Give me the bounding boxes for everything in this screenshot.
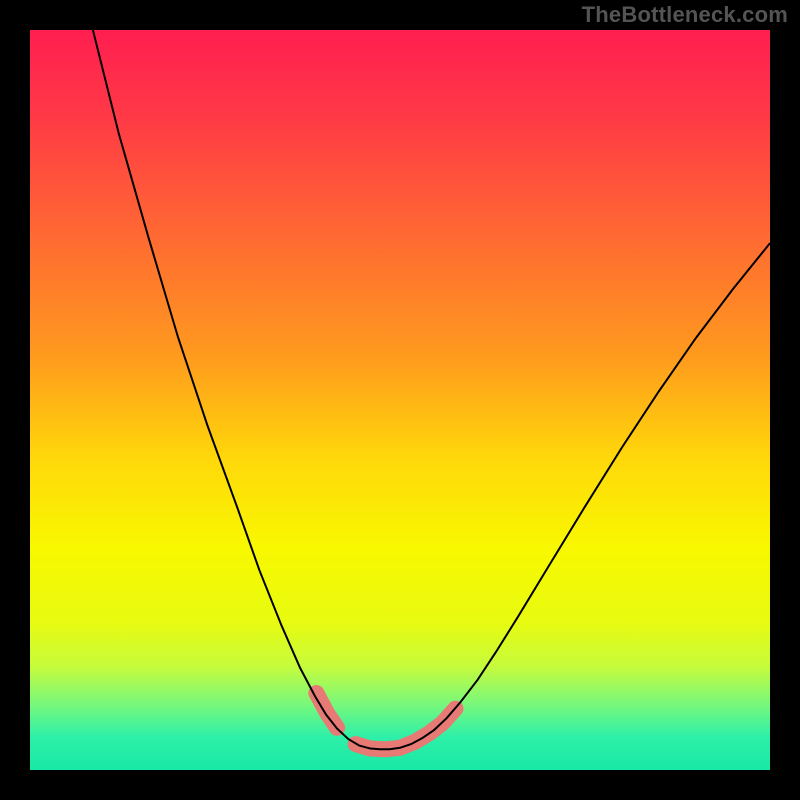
watermark-text: TheBottleneck.com	[582, 2, 788, 28]
bottleneck-curve-chart	[0, 0, 800, 800]
plot-gradient-background	[30, 30, 770, 770]
chart-frame: TheBottleneck.com	[0, 0, 800, 800]
